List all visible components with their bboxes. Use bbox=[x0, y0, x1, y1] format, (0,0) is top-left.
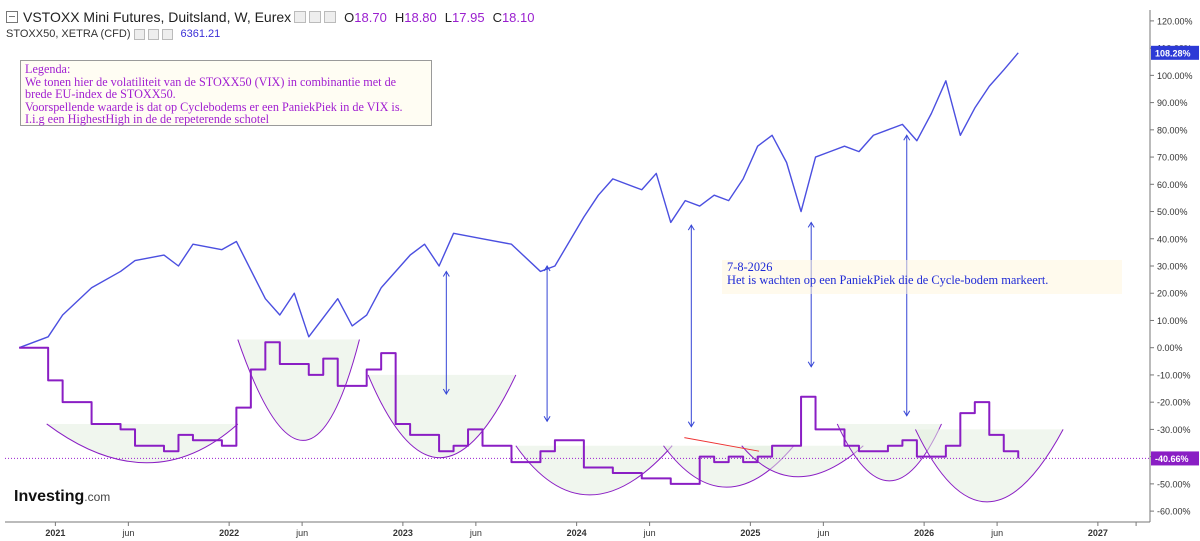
y-tick-label: 90.00% bbox=[1157, 98, 1188, 108]
cycle-saucer-arc bbox=[237, 339, 360, 441]
arrow-head bbox=[442, 270, 450, 277]
legend-line: We tonen hier de volatiliteit van de STO… bbox=[25, 74, 397, 89]
y-tick-label: -10.00% bbox=[1157, 370, 1191, 380]
ohlc-high: H18.80 bbox=[394, 9, 437, 25]
last-value-tag bbox=[1151, 451, 1199, 466]
chart-header: VSTOXX Mini Futures, Duitsland, W, Eurex… bbox=[6, 8, 535, 26]
y-tick-label: 50.00% bbox=[1157, 207, 1188, 217]
settings-icon[interactable] bbox=[294, 11, 307, 23]
arrow-head bbox=[687, 224, 695, 231]
cycle-saucer-arc bbox=[741, 445, 864, 478]
x-tick-label: jun bbox=[469, 528, 482, 538]
ohlc-close: C18.10 bbox=[492, 9, 535, 25]
cycle-saucer-arc bbox=[367, 374, 517, 459]
last-value-label: 108.28% bbox=[1155, 48, 1191, 58]
y-tick-label: 20.00% bbox=[1157, 289, 1188, 299]
y-tick-label: -60.00% bbox=[1157, 507, 1191, 517]
x-tick-label: 2027 bbox=[1088, 528, 1108, 538]
y-tick-label: 120.00% bbox=[1157, 16, 1193, 26]
legend-line: brede EU-index de STOXX50. bbox=[25, 87, 176, 102]
overlay-visibility-icon[interactable] bbox=[133, 28, 145, 40]
y-tick-label: 30.00% bbox=[1157, 262, 1188, 272]
x-tick-label: jun bbox=[643, 528, 656, 538]
x-axis: 2021 jun 2022 jun 2023 jun 2024 jun 2025 jun 2026 j… bbox=[5, 521, 1150, 538]
vstoxx-line bbox=[19, 341, 1020, 485]
arrow-head bbox=[807, 221, 815, 228]
legend-box: Legenda: We tonen hier de volatiliteit v… bbox=[20, 60, 432, 126]
note-text: Het is wachten op een PaniekPiek die de … bbox=[727, 273, 1049, 287]
y-tick-label: -30.00% bbox=[1157, 425, 1191, 435]
arrow-head bbox=[903, 134, 911, 141]
arrow-head bbox=[543, 415, 551, 423]
cycle-saucer-fill bbox=[46, 423, 238, 463]
cycle-saucer-fill bbox=[915, 429, 1064, 502]
legend-line: Voorspellende waarde is dat op Cyclebode… bbox=[25, 99, 403, 114]
collapse-icon[interactable] bbox=[6, 11, 18, 23]
y-tick-label: 100.00% bbox=[1157, 71, 1193, 81]
visibility-icon[interactable] bbox=[309, 11, 322, 23]
overlay-value: 6361.21 bbox=[180, 28, 221, 40]
instrument-title: VSTOXX Mini Futures, Duitsland, W, Eurex bbox=[23, 9, 292, 25]
y-tick-label: -20.00% bbox=[1157, 398, 1191, 408]
last-value-tag bbox=[1151, 45, 1199, 60]
y-tick-label: 40.00% bbox=[1157, 234, 1188, 244]
x-tick-label: jun bbox=[816, 528, 829, 538]
series-lines bbox=[5, 52, 1150, 485]
x-tick-label: 2023 bbox=[393, 528, 413, 538]
y-tick-label: 60.00% bbox=[1157, 180, 1188, 190]
cycle-saucer-fill bbox=[237, 339, 360, 441]
stoxx50-line bbox=[18, 52, 1019, 349]
y-tick-label: 70.00% bbox=[1157, 153, 1188, 163]
x-tick-label: jun bbox=[990, 528, 1003, 538]
note-date: 7-8-2026 bbox=[727, 260, 773, 274]
arrow-head bbox=[543, 265, 551, 272]
x-tick-label: 2024 bbox=[567, 528, 587, 538]
investing-logo: Investing.com bbox=[14, 488, 111, 505]
trend-line bbox=[684, 437, 760, 452]
y-tick-label: 80.00% bbox=[1157, 125, 1188, 135]
cycle-saucer-arc bbox=[914, 429, 1064, 503]
y-tick-label: 0.00% bbox=[1157, 343, 1183, 353]
legend-line: Legenda: bbox=[25, 62, 71, 76]
annotation-note: 7-8-2026 Het is wachten op een PaniekPie… bbox=[722, 260, 1122, 294]
x-tick-label: jun bbox=[295, 528, 308, 538]
x-tick-label: jun bbox=[121, 528, 134, 538]
y-tick-label: -50.00% bbox=[1157, 479, 1191, 489]
cycle-saucer-fill bbox=[515, 445, 673, 495]
overlay-row: STOXX50, XETRA (CFD) 6361.21 bbox=[6, 28, 220, 40]
close-icon[interactable] bbox=[324, 11, 337, 23]
overlay-settings-icon[interactable] bbox=[147, 28, 159, 40]
ohlc-open: O18.70 bbox=[344, 9, 387, 25]
arrow-head bbox=[442, 388, 450, 395]
x-tick-label: 2022 bbox=[219, 528, 239, 538]
cycle-saucer-fill bbox=[368, 374, 516, 458]
x-tick-label: 2026 bbox=[914, 528, 934, 538]
last-value-label: -40.66% bbox=[1155, 454, 1189, 464]
y-tick-label: 10.00% bbox=[1157, 316, 1188, 326]
arrow-head bbox=[807, 361, 815, 368]
ohlc-low: L17.95 bbox=[444, 9, 485, 25]
legend-line: I.i.g een HighestHigh in de de repeteren… bbox=[25, 112, 269, 127]
y-axis: 120.00%110.00%100.00%90.00%80.00%70.00%6… bbox=[1149, 10, 1199, 522]
x-tick-label: 2025 bbox=[740, 528, 760, 538]
x-tick-label: 2021 bbox=[45, 528, 65, 538]
cycle-saucer-arc bbox=[515, 445, 673, 496]
arrow-head bbox=[903, 410, 911, 417]
cycle-bowls bbox=[46, 339, 1064, 503]
overlay-close-icon[interactable] bbox=[161, 28, 173, 40]
arrow-head bbox=[687, 421, 695, 428]
overlay-name: STOXX50, XETRA (CFD) bbox=[6, 28, 131, 40]
